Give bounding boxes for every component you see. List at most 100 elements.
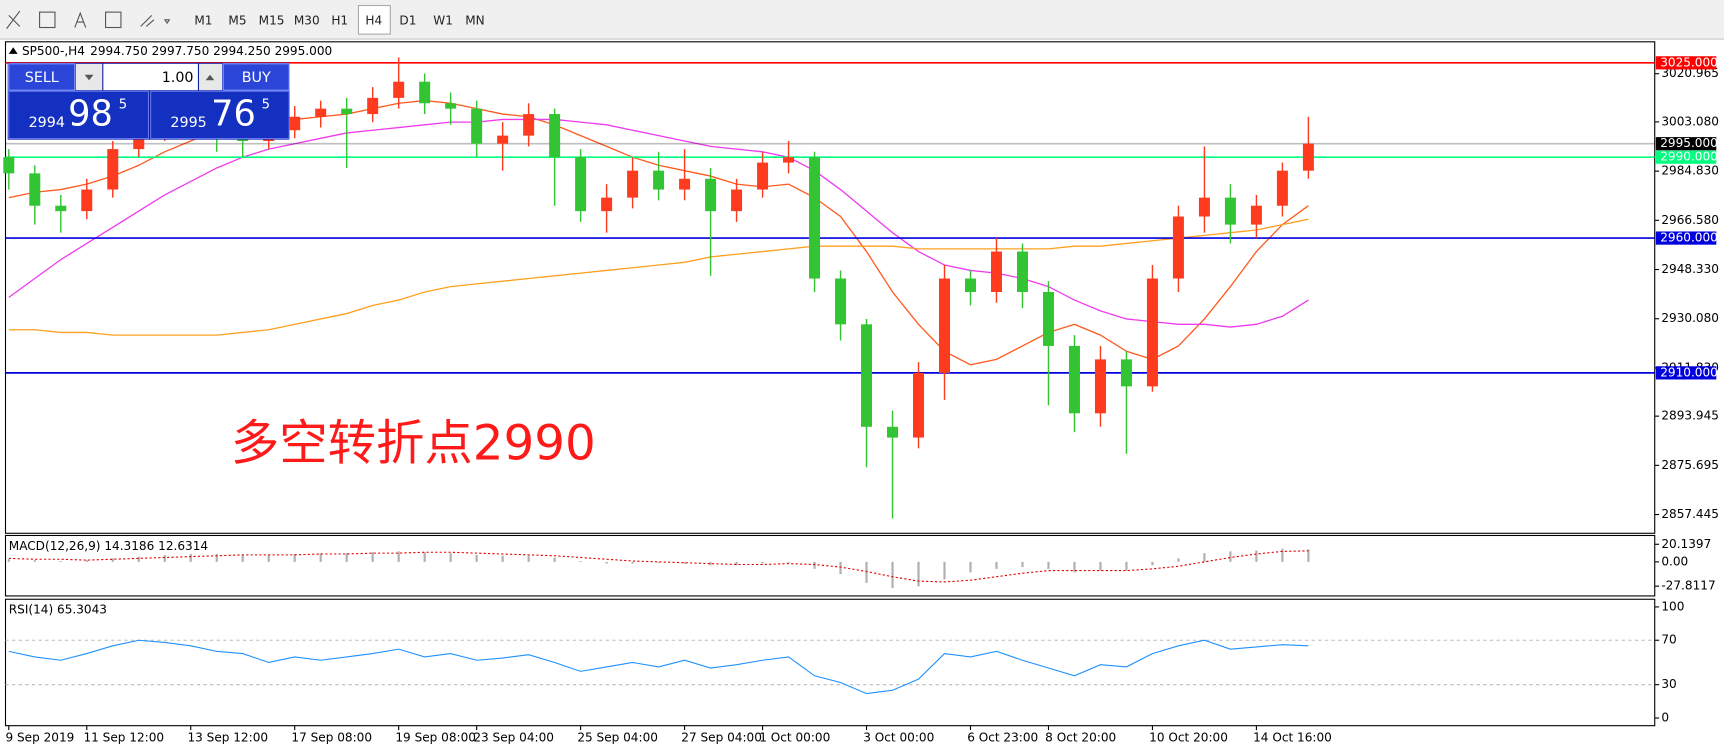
candle-body: [1172, 216, 1184, 279]
x-tick-label: 3 Oct 00:00: [863, 730, 934, 744]
sell-text[interactable]: SELL: [25, 70, 59, 86]
x-tick-label: 1 Oct 00:00: [759, 730, 830, 744]
candle-body: [419, 81, 431, 104]
buy-button[interactable]: [222, 63, 290, 91]
x-tick-label: 11 Sep 12:00: [83, 730, 164, 744]
candle-body: [133, 130, 145, 150]
icon-text[interactable]: [74, 11, 87, 28]
candle-body: [835, 278, 847, 325]
candle-body: [1250, 205, 1262, 225]
ohlc-label: 2994.750 2997.750 2994.250 2995.000: [90, 44, 332, 58]
candle-body: [965, 278, 976, 292]
x-tick-label: 13 Sep 12:00: [187, 730, 268, 744]
candle-body: [809, 157, 821, 279]
candle-body: [55, 205, 67, 212]
toolbar: [0, 0, 1724, 40]
candle-body: [549, 114, 561, 158]
candle-body: [289, 116, 301, 131]
level-label: 3025.000: [1660, 55, 1718, 69]
sell-price-big: 2994: [29, 115, 65, 131]
buy-price-big: 2995: [170, 115, 206, 131]
candle-body: [1198, 197, 1210, 217]
y-tick-label: -27.8117: [1661, 579, 1715, 593]
buy-text[interactable]: BUY: [242, 70, 271, 86]
candle-body: [367, 97, 379, 115]
buy-price-box[interactable]: [150, 90, 290, 140]
tool-icons: [6, 10, 171, 29]
lot-field[interactable]: [103, 63, 198, 91]
timeframe-button[interactable]: D1: [399, 13, 416, 27]
x-tick-label: 17 Sep 08:00: [291, 730, 372, 744]
y-tick-label: 2875.695: [1661, 458, 1719, 472]
candle-body: [107, 149, 119, 190]
y-tick-label: 70: [1661, 633, 1676, 647]
candle-body: [81, 189, 93, 212]
candle-body: [1276, 170, 1288, 206]
timeframe-button[interactable]: H1: [331, 13, 348, 27]
level-label: 2995.000: [1660, 136, 1718, 150]
candle-body: [393, 81, 405, 98]
y-tick-label: 20.1397: [1661, 537, 1711, 551]
indicator-label: RSI(14) 65.3043: [9, 603, 107, 617]
sell-price-box[interactable]: [8, 90, 149, 140]
candle-body: [757, 162, 769, 190]
sell-button[interactable]: [8, 63, 76, 91]
candle-body: [705, 178, 717, 212]
candle-body: [887, 426, 899, 438]
timeframe-button[interactable]: M30: [294, 13, 320, 27]
x-tick-label: 6 Oct 23:00: [967, 730, 1038, 744]
level-label-bg: [1655, 56, 1717, 70]
timeframes: M1 M5 M15 M30 H1 H4 D1 W1 MN: [194, 13, 484, 27]
candle-body: [679, 178, 691, 190]
timeframe-button[interactable]: M1: [194, 13, 212, 27]
y-tick-label: 2893.945: [1661, 409, 1719, 423]
candle-body: [315, 108, 327, 117]
candle-body: [1224, 197, 1236, 225]
candle-body: [471, 108, 483, 144]
level-label: 2960.000: [1660, 231, 1718, 245]
rsi-line: [8, 639, 1309, 695]
x-tick-label: 19 Sep 08:00: [395, 730, 476, 744]
candle-body: [1146, 278, 1158, 387]
icon-crosshair[interactable]: [6, 10, 21, 29]
candle-body: [990, 251, 1002, 292]
candle-body: [939, 278, 951, 373]
y-tick-label: 2857.445: [1661, 507, 1719, 521]
active-timeframe-box: [357, 4, 391, 35]
candle-body: [1042, 291, 1054, 346]
y-tick-label: 100: [1661, 599, 1684, 613]
timeframe-button[interactable]: W1: [433, 13, 453, 27]
plot: 3020.965 3003.080 2984.830 2966.580 2948.330…: [3, 55, 1719, 744]
level-label-bg: [1655, 150, 1717, 164]
symbol-label: SP500-,H4: [22, 44, 85, 58]
lot-down-arrow: [84, 74, 94, 81]
candle-body: [783, 157, 795, 163]
candle-body: [523, 114, 535, 136]
annotation: 多空转折点2990: [231, 415, 596, 471]
timeframe-button[interactable]: H4: [365, 13, 382, 27]
level-label: 2990.000: [1660, 150, 1718, 164]
candle-body: [731, 189, 743, 212]
candle-body: [575, 157, 587, 212]
candle-body: [341, 108, 353, 115]
candle-body: [1120, 359, 1132, 387]
level-label: 2910.000: [1660, 365, 1718, 379]
candle-body: [601, 197, 613, 212]
timeframe-button[interactable]: MN: [465, 13, 484, 27]
candle-body: [913, 372, 925, 438]
x-tick-label: 9 Sep 2019: [5, 730, 74, 744]
buy-price-point: 5: [262, 97, 270, 112]
icon-shapes[interactable]: [140, 15, 171, 27]
x-tick-label: 27 Sep 04:00: [681, 730, 762, 744]
rsi-pane: [4, 598, 1656, 727]
timeframe-button[interactable]: M5: [228, 13, 246, 27]
macd-signal: [8, 550, 1309, 583]
y-tick-label: 2966.580: [1661, 213, 1719, 227]
icon-grid[interactable]: [39, 11, 56, 29]
collapse-arrow[interactable]: [8, 47, 18, 54]
indicator-label: MACD(12,26,9) 14.3186 12.6314: [9, 539, 208, 553]
icon-label[interactable]: [105, 11, 122, 29]
timeframe-button[interactable]: M15: [259, 13, 285, 27]
candle-body: [653, 170, 665, 190]
